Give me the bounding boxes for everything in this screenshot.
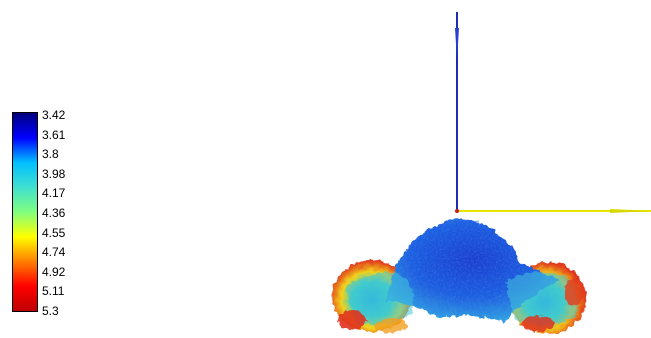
- horizontal-axis: [457, 209, 651, 213]
- colorbar-tick-label: 3.61: [42, 127, 66, 142]
- colorbar-tick-label: 5.11: [42, 284, 65, 299]
- colorbar-tick-label: 3.8: [42, 147, 59, 162]
- colorbar-tick-label: 5.3: [42, 304, 59, 318]
- colorbar-tick-label: 4.36: [42, 206, 66, 220]
- colorbar-tick-labels: 3.42 3.61 3.8 3.98 4.17 4.36 4.55 4.74 4.92 5.11 5…: [42, 108, 102, 318]
- colorbar-tick-label: 4.74: [42, 245, 66, 260]
- origin-marker: [455, 209, 459, 213]
- colorbar-gradient: [13, 113, 37, 311]
- colorbar-tick-label: 3.42: [42, 108, 66, 122]
- colorbar-tick-label: 3.98: [42, 166, 66, 181]
- colorbar: [12, 112, 38, 312]
- colorbar-tick-label: 4.17: [42, 186, 66, 201]
- colorbar-tick-label: 4.55: [42, 225, 66, 240]
- vertical-axis: [455, 12, 459, 212]
- surface-texture: [385, 218, 560, 322]
- colorbar-tick-label: 4.92: [42, 264, 66, 279]
